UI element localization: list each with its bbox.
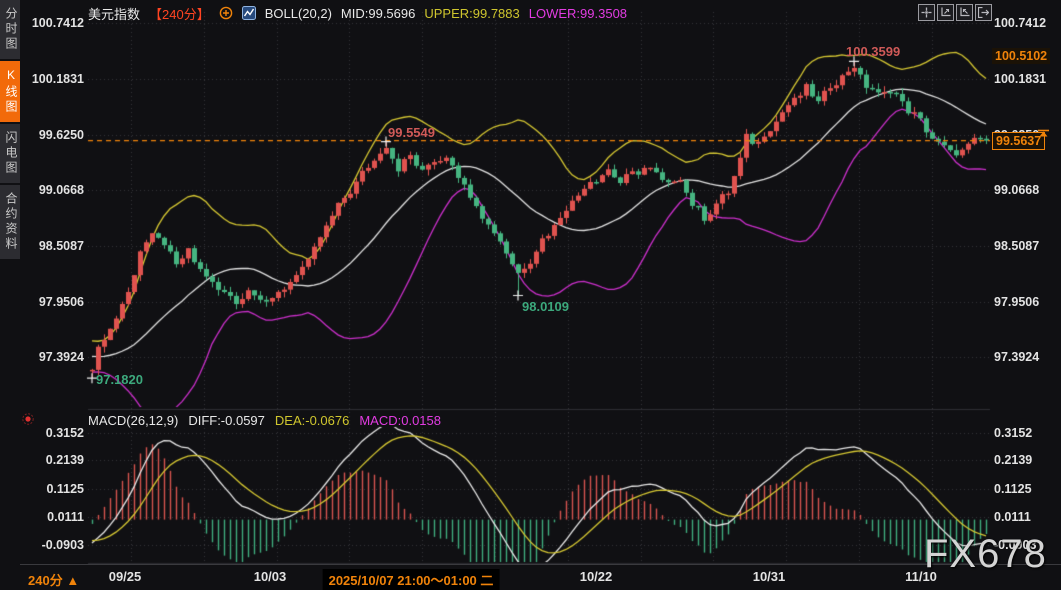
period-selector[interactable]: 240分 ▲ — [28, 573, 80, 588]
macd-label: MACD(26,12,9) — [88, 412, 179, 428]
macd-tick-left: 0.2139 — [45, 453, 84, 468]
price-tick-left: 100.1831 — [31, 71, 84, 86]
tab-contract-info[interactable]: 合约资料 — [0, 185, 20, 259]
price-tick-right: 97.3924 — [994, 350, 1040, 365]
macd-tick-left: -0.0903 — [41, 537, 84, 552]
tab-time-share-chart[interactable]: 分时图 — [0, 0, 20, 59]
boll-upper-value: UPPER:99.7883 — [424, 5, 520, 21]
time-axis-bar — [20, 564, 1061, 590]
period-dropdown-arrow[interactable]: ▲ — [66, 573, 80, 588]
symbol-title: 美元指数 — [88, 6, 141, 22]
record-dot-icon[interactable] — [22, 412, 34, 425]
price-tick-right: 97.9506 — [994, 294, 1040, 309]
scroll-to-latest-icon[interactable] — [1036, 126, 1051, 146]
boll-label: BOLL(20,2) — [264, 5, 332, 21]
price-tick-left: 97.9506 — [38, 294, 84, 309]
date-tick: 10/03 — [253, 569, 287, 584]
price-tick-left: 99.6250 — [38, 127, 84, 142]
price-annotation-low: 98.0109 — [522, 298, 569, 314]
chart-toolbar — [918, 4, 992, 21]
last-price-tag: 99.5637 — [992, 131, 1046, 150]
macd-macd-value: MACD:0.0158 — [359, 412, 441, 428]
date-tick: 11/10 — [905, 569, 937, 584]
tab-lightning-chart[interactable]: 闪电图 — [0, 124, 20, 183]
date-tick: 09/25 — [108, 569, 142, 584]
macd-tick-right: 0.0111 — [994, 509, 1031, 524]
add-indicator-icon[interactable] — [219, 6, 233, 20]
price-annotation-low: 97.1820 — [96, 372, 143, 388]
crosshair-icon[interactable] — [918, 4, 935, 21]
price-tick-right: 98.5087 — [994, 238, 1040, 253]
price-annotation-high: 100.3599 — [846, 44, 901, 60]
macd-header: MACD(26,12,9) DIFF:-0.0597 DEA:-0.0676 M… — [88, 412, 441, 428]
price-tick-right: 100.7412 — [994, 16, 1047, 31]
macd-tick-left: 0.3152 — [45, 425, 84, 440]
macd-tick-right: 0.3152 — [994, 425, 1033, 440]
zoom-in-axis-icon[interactable] — [937, 4, 954, 21]
exit-view-icon[interactable] — [975, 4, 992, 21]
fx678-watermark: FX678 — [924, 532, 1047, 576]
upper-band-price-tag: 100.5102 — [992, 48, 1051, 64]
price-tick-left: 98.5087 — [38, 238, 84, 253]
selected-bar-datetime: 2025/10/07 21:00～01:00 二 — [322, 569, 500, 590]
period-label[interactable]: 【240分】 — [149, 6, 210, 22]
price-tick-right: 99.0668 — [994, 183, 1040, 198]
macd-diff-value: DIFF:-0.0597 — [188, 412, 265, 428]
date-tick: 10/31 — [752, 569, 786, 584]
price-tick-left: 100.7412 — [31, 16, 84, 31]
tab-kline-chart[interactable]: K线图 — [0, 61, 20, 122]
macd-tick-right: 0.2139 — [994, 453, 1033, 468]
macd-tick-left: 0.1125 — [46, 481, 84, 496]
price-tick-left: 99.0668 — [38, 183, 84, 198]
boll-mid-value: MID:99.5696 — [340, 5, 416, 21]
price-tick-left: 97.3924 — [38, 350, 84, 365]
macd-tick-right: -0.0903 — [994, 537, 1037, 552]
boll-lower-value: LOWER:99.3508 — [528, 5, 628, 21]
macd-tick-left: 0.0111 — [47, 509, 84, 524]
indicator-chart-icon[interactable] — [241, 6, 256, 20]
macd-tick-right: 0.1125 — [994, 481, 1032, 496]
price-annotation-high: 99.5549 — [388, 124, 435, 140]
price-tick-right: 100.1831 — [994, 71, 1047, 86]
zoom-out-axis-icon[interactable] — [956, 4, 973, 21]
date-tick: 10/22 — [579, 569, 613, 584]
macd-dea-value: DEA:-0.0676 — [274, 412, 350, 428]
chart-header: 美元指数 【240分】 BOLL(20,2) MID:99.5696 UPPER… — [88, 4, 627, 22]
sidebar: 分时图 K线图 闪电图 合约资料 — [0, 0, 20, 590]
